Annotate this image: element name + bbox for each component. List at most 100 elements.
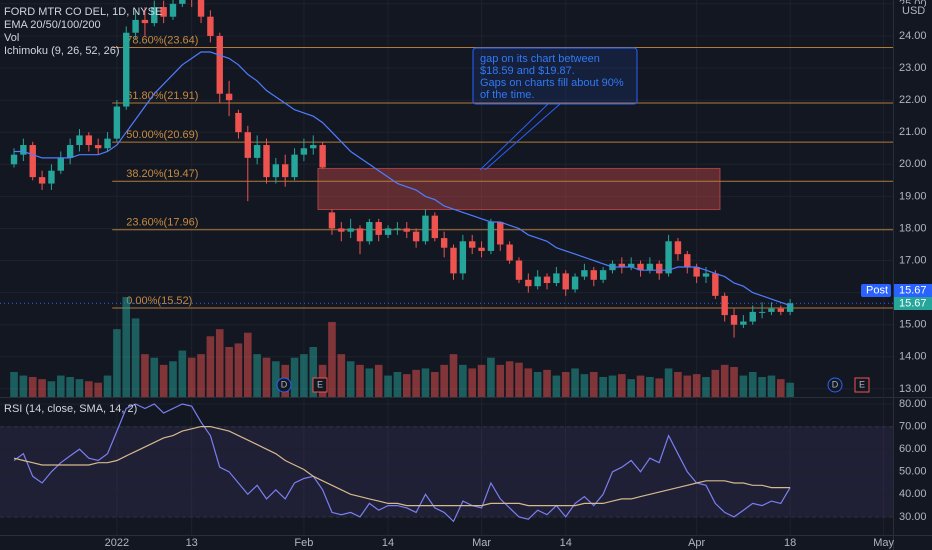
volume-bar (365, 368, 374, 397)
volume-bar (56, 375, 65, 397)
volume-bar (393, 372, 402, 397)
event-label[interactable]: E (317, 379, 323, 389)
volume-bar (75, 379, 84, 397)
volume-bar (431, 372, 439, 397)
dividend-marker[interactable] (827, 377, 843, 393)
ema-line (14, 51, 791, 307)
volume-bar (253, 354, 261, 397)
dividend-marker[interactable] (276, 377, 292, 393)
candle-body (123, 32, 130, 107)
candle-body (141, 19, 149, 24)
candle-body (721, 295, 728, 316)
candle-body (431, 215, 439, 239)
candle-body (207, 16, 214, 36)
currency-box (898, 4, 924, 18)
volume-bar (580, 374, 589, 397)
event-label[interactable]: D (832, 379, 839, 389)
candle-body (29, 145, 36, 178)
candle-body (637, 263, 644, 271)
annotation-box (472, 47, 638, 105)
volume-bar (85, 381, 93, 397)
candle-body (272, 164, 280, 178)
candle-body (534, 276, 541, 287)
volume-bar (94, 382, 102, 397)
candle-body (618, 263, 626, 267)
earnings-marker[interactable] (312, 377, 328, 393)
indicator-label: Ichimoku (9, 26, 52, 26) (4, 45, 120, 57)
candle-body (450, 247, 457, 274)
volume-bar (589, 372, 598, 397)
candle-body (459, 241, 467, 274)
y-tick-label: 50.00 (899, 466, 927, 478)
volume-bar (561, 372, 570, 397)
rsi-line (13, 403, 791, 523)
candle-body (253, 145, 261, 158)
volume-bar (702, 377, 710, 397)
y-tick-label: 14.00 (899, 351, 927, 363)
candle-body (646, 263, 654, 271)
volume-bar (300, 354, 308, 397)
candle-body (469, 241, 476, 248)
fib-label: 23.60%(17.96) (126, 217, 198, 229)
volume-bar (215, 329, 224, 397)
volume-bar (571, 368, 579, 397)
last-price-badge (894, 297, 932, 310)
post-label: Post (866, 284, 888, 296)
candle-body (562, 273, 569, 290)
candle-body (291, 154, 298, 178)
volume-bar (449, 354, 458, 397)
candle-body (571, 276, 579, 290)
volume-bar (19, 375, 28, 397)
volume-bar (374, 364, 383, 397)
y-tick-label: 24.00 (899, 30, 927, 42)
earnings-marker[interactable] (854, 377, 870, 393)
candle-body (702, 273, 710, 277)
candle-body (581, 270, 588, 277)
volume-bar (664, 368, 673, 397)
annotation-text: Gaps on charts fill about 90% (480, 77, 624, 89)
candle-body (328, 212, 336, 229)
y-tick-label: 21.00 (899, 126, 927, 138)
gap-zone (317, 167, 721, 211)
volume-bar (618, 374, 626, 397)
y-tick-label: 40.00 (899, 488, 927, 500)
candle-body (712, 273, 719, 296)
volume-bar (122, 297, 131, 397)
x-tick-label: 14 (382, 537, 394, 549)
event-label[interactable]: E (859, 379, 865, 389)
volume-bar (720, 364, 729, 397)
candle-body (553, 273, 560, 284)
fib-label: 50.00%(20.69) (126, 129, 198, 141)
currency-label: USD (902, 5, 925, 17)
candle-body (543, 276, 551, 284)
candle-body (169, 3, 177, 17)
candle-body (674, 241, 682, 255)
volume-bar (150, 357, 159, 397)
event-label[interactable]: D (281, 379, 288, 389)
post-badge (861, 284, 891, 297)
post-price-badge (894, 284, 932, 297)
volume-bar (646, 377, 654, 397)
volume-bar (159, 364, 168, 397)
x-tick-label: 14 (560, 537, 572, 549)
x-tick-label: Apr (688, 537, 705, 549)
candle-body (777, 308, 784, 312)
volume-bar (290, 357, 299, 397)
annotation-text: $18.59 and $19.87. (480, 65, 575, 77)
x-tick-label: 2022 (105, 537, 129, 549)
volume-bar (103, 375, 112, 397)
candle-body (57, 157, 64, 171)
y-tick-label: 60.00 (899, 443, 927, 455)
candle-body (48, 170, 55, 184)
fib-label: 78.60%(23.64) (126, 34, 198, 46)
candle-body (151, 7, 158, 24)
volume-bar (328, 322, 336, 397)
volume-bar (346, 361, 355, 397)
volume-bar (636, 375, 645, 397)
volume-bar (47, 381, 56, 397)
volume-bar (66, 377, 74, 397)
volume-bar (421, 368, 430, 397)
candle-body (440, 238, 448, 248)
